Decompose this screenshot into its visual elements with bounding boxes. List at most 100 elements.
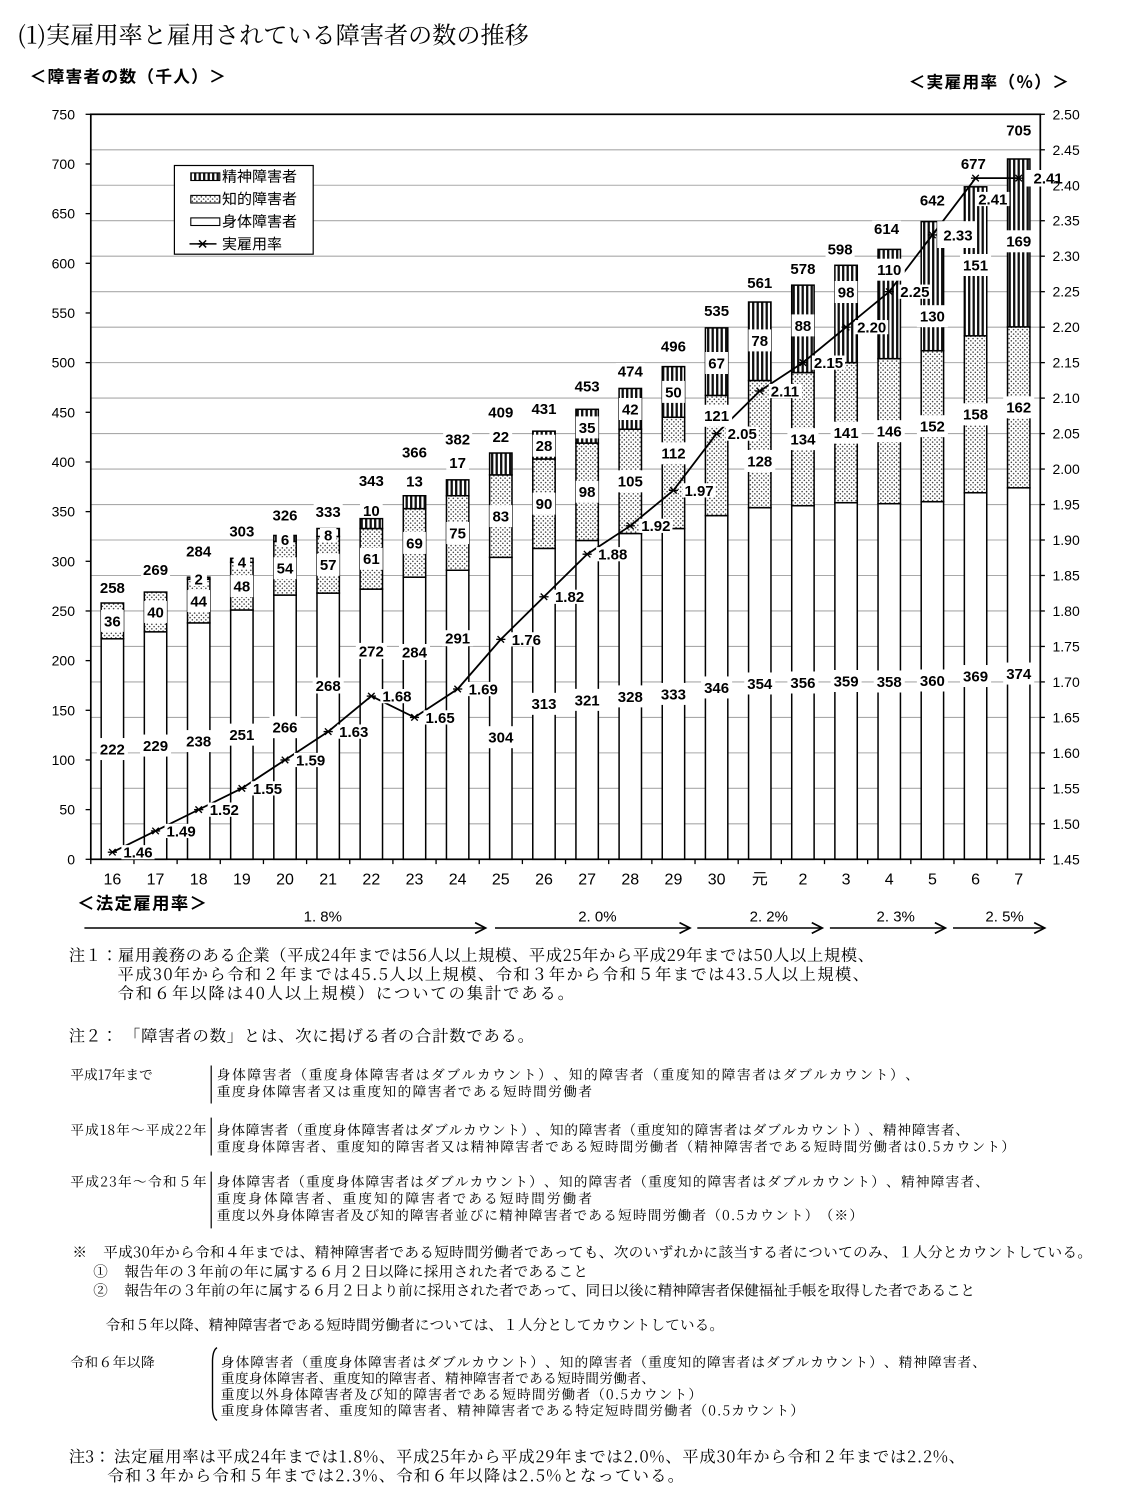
svg-text:1.92: 1.92	[641, 518, 670, 535]
svg-text:146: 146	[877, 424, 902, 441]
svg-text:2.15: 2.15	[1053, 355, 1080, 371]
svg-text:23: 23	[406, 871, 424, 888]
svg-text:29: 29	[665, 871, 683, 888]
svg-text:90: 90	[536, 496, 553, 513]
svg-text:453: 453	[575, 378, 600, 395]
svg-text:2. 5%: 2. 5%	[985, 909, 1023, 926]
svg-text:251: 251	[229, 727, 254, 744]
svg-text:291: 291	[445, 631, 470, 648]
svg-text:169: 169	[1006, 234, 1031, 251]
svg-text:112: 112	[661, 446, 685, 463]
svg-text:269: 269	[143, 562, 168, 579]
svg-text:1.55: 1.55	[253, 781, 282, 798]
svg-text:2.25: 2.25	[1053, 284, 1080, 300]
svg-text:28: 28	[536, 438, 553, 455]
svg-text:374: 374	[1006, 666, 1032, 683]
svg-text:2.45: 2.45	[1053, 142, 1080, 158]
svg-text:2. 0%: 2. 0%	[578, 909, 616, 926]
svg-text:2: 2	[195, 571, 203, 588]
svg-text:642: 642	[920, 192, 945, 209]
svg-text:360: 360	[920, 673, 945, 690]
svg-text:22: 22	[492, 429, 509, 446]
svg-text:2.20: 2.20	[1053, 319, 1080, 335]
svg-text:2.20: 2.20	[857, 320, 886, 337]
svg-text:40: 40	[147, 604, 164, 621]
svg-text:2.50: 2.50	[1053, 106, 1080, 122]
svg-text:2.30: 2.30	[1053, 248, 1080, 264]
svg-text:1.46: 1.46	[123, 845, 152, 862]
svg-text:705: 705	[1006, 123, 1031, 140]
svg-text:272: 272	[359, 643, 384, 660]
svg-text:1.90: 1.90	[1053, 532, 1080, 548]
svg-text:2.41: 2.41	[978, 191, 1007, 208]
svg-text:700: 700	[52, 156, 76, 172]
svg-text:98: 98	[838, 284, 855, 301]
svg-text:2.10: 2.10	[1053, 390, 1080, 406]
svg-text:598: 598	[828, 242, 853, 259]
svg-text:356: 356	[790, 675, 815, 692]
svg-text:141: 141	[834, 425, 859, 442]
svg-text:61: 61	[363, 551, 380, 568]
svg-text:26: 26	[535, 871, 553, 888]
svg-text:2: 2	[798, 871, 807, 888]
svg-text:0: 0	[67, 851, 75, 867]
svg-text:2. 3%: 2. 3%	[877, 909, 915, 926]
svg-text:450: 450	[52, 404, 76, 420]
svg-text:350: 350	[52, 504, 76, 520]
svg-text:382: 382	[445, 431, 470, 448]
svg-text:2.05: 2.05	[1053, 426, 1080, 442]
svg-text:343: 343	[359, 473, 384, 490]
svg-text:304: 304	[488, 730, 514, 747]
svg-text:200: 200	[52, 653, 76, 669]
svg-text:1.80: 1.80	[1053, 603, 1080, 619]
svg-text:128: 128	[747, 453, 772, 470]
svg-text:67: 67	[708, 355, 725, 372]
svg-text:13: 13	[406, 473, 423, 490]
svg-text:20: 20	[276, 871, 294, 888]
svg-text:614: 614	[874, 221, 900, 238]
svg-text:2.35: 2.35	[1053, 213, 1080, 229]
svg-text:36: 36	[104, 613, 121, 630]
svg-text:284: 284	[186, 543, 212, 560]
svg-text:24: 24	[449, 871, 467, 888]
svg-text:358: 358	[877, 674, 902, 691]
svg-text:284: 284	[402, 644, 428, 661]
svg-text:10: 10	[363, 503, 380, 520]
svg-text:48: 48	[234, 579, 251, 596]
svg-text:57: 57	[320, 557, 337, 574]
svg-text:17: 17	[449, 455, 466, 472]
svg-text:535: 535	[704, 303, 729, 320]
svg-text:98: 98	[579, 484, 596, 501]
svg-text:222: 222	[100, 741, 125, 758]
svg-text:22: 22	[362, 871, 380, 888]
svg-text:750: 750	[52, 106, 76, 122]
svg-text:550: 550	[52, 305, 76, 321]
svg-text:35: 35	[579, 420, 596, 437]
svg-text:328: 328	[618, 689, 643, 706]
svg-text:100: 100	[52, 752, 76, 768]
svg-text:1.76: 1.76	[512, 632, 541, 649]
svg-text:409: 409	[488, 404, 513, 421]
svg-text:1.60: 1.60	[1053, 745, 1080, 761]
svg-text:42: 42	[622, 401, 639, 418]
svg-text:1.59: 1.59	[296, 752, 325, 769]
svg-text:1.45: 1.45	[1053, 851, 1080, 867]
svg-text:333: 333	[661, 686, 686, 703]
svg-text:110: 110	[877, 262, 901, 279]
svg-text:1.69: 1.69	[469, 681, 498, 698]
svg-text:50: 50	[665, 384, 682, 401]
svg-text:162: 162	[1006, 400, 1031, 417]
svg-text:105: 105	[618, 474, 643, 491]
svg-text:250: 250	[52, 603, 76, 619]
svg-text:369: 369	[963, 668, 988, 685]
svg-text:3: 3	[842, 871, 851, 888]
svg-text:431: 431	[531, 401, 556, 418]
svg-text:2.11: 2.11	[771, 383, 799, 400]
svg-text:677: 677	[961, 156, 986, 173]
svg-text:303: 303	[229, 524, 254, 541]
svg-text:4: 4	[885, 871, 894, 888]
svg-text:121: 121	[704, 408, 729, 425]
svg-text:27: 27	[578, 871, 596, 888]
svg-text:1. 8%: 1. 8%	[304, 909, 342, 926]
svg-text:354: 354	[747, 676, 773, 693]
